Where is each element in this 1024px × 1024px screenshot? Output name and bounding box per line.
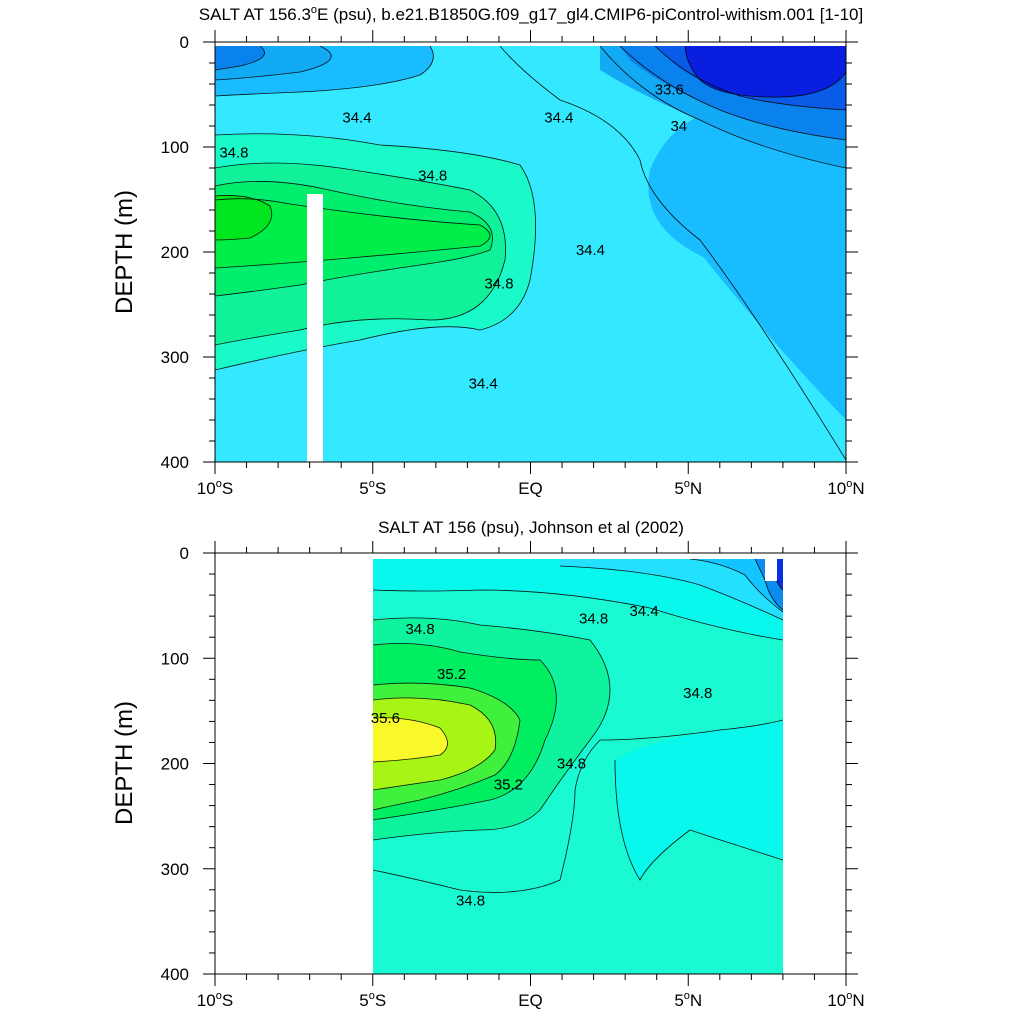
contour-label: 34.4 bbox=[342, 110, 371, 127]
bottom-contour-field bbox=[373, 559, 783, 974]
top-y-tick-label: 400 bbox=[161, 453, 189, 472]
contour-label: 34.8 bbox=[579, 610, 608, 627]
bottom-panel-title: SALT AT 156 (psu), Johnson et al (2002) bbox=[378, 518, 684, 537]
bottom-x-tick-label: 10oN bbox=[827, 990, 864, 1010]
top-y-tick-label: 100 bbox=[161, 138, 189, 157]
contour-label: 35.6 bbox=[371, 710, 400, 727]
contour-label: 34 bbox=[670, 118, 687, 135]
top-x-tick-label: 10oN bbox=[827, 478, 864, 498]
bottom-masked-region bbox=[765, 559, 777, 581]
contour-label: 35.2 bbox=[494, 777, 523, 794]
contour-label: 34.8 bbox=[418, 167, 447, 184]
top-x-tick-label: EQ bbox=[518, 479, 543, 498]
top-axes: 0 100 200 300 400 10oS 5oS EQ 5oN 10oN bbox=[161, 30, 865, 498]
contour-label: 34.8 bbox=[456, 892, 485, 909]
bottom-x-tick-label: EQ bbox=[518, 991, 543, 1010]
bottom-y-tick-label: 100 bbox=[161, 649, 189, 668]
top-contour-labels: 33.6 34 34.4 34.4 34.4 34.4 34.8 34.8 34.8 bbox=[219, 81, 687, 392]
top-y-tick-label: 0 bbox=[180, 33, 189, 52]
top-y-tick-label: 200 bbox=[161, 243, 189, 262]
bottom-x-tick-label: 5oN bbox=[674, 990, 702, 1010]
top-contour-field bbox=[215, 46, 846, 462]
top-x-tick-label: 5oS bbox=[359, 478, 386, 498]
contour-label: 34.4 bbox=[469, 375, 498, 392]
bottom-y-tick-label: 300 bbox=[161, 860, 189, 879]
bottom-x-tick-label: 10oS bbox=[197, 990, 233, 1010]
contour-label: 35.2 bbox=[437, 666, 466, 683]
top-x-tick-label: 10oS bbox=[197, 478, 233, 498]
contour-label: 34.4 bbox=[629, 603, 658, 620]
contour-label: 34.4 bbox=[576, 242, 605, 259]
contour-label: 34.8 bbox=[405, 621, 434, 638]
contour-label: 34.8 bbox=[557, 756, 586, 773]
top-y-axis-label: DEPTH (m) bbox=[111, 190, 138, 314]
contour-label: 34.4 bbox=[544, 110, 573, 127]
top-panel-title: SALT AT 156.3oE (psu), b.e21.B1850G.f09_… bbox=[199, 4, 863, 24]
top-x-tick-label: 5oN bbox=[674, 478, 702, 498]
bottom-y-axis-label: DEPTH (m) bbox=[111, 701, 138, 825]
bottom-x-tick-label: 5oS bbox=[359, 990, 386, 1010]
bottom-axes: 0 100 200 300 400 10oS 5oS EQ 5oN 10oN bbox=[161, 541, 865, 1010]
contour-label: 34.8 bbox=[484, 276, 513, 293]
contour-label: 34.8 bbox=[219, 144, 248, 161]
bottom-y-tick-label: 0 bbox=[180, 544, 189, 563]
top-masked-region bbox=[307, 194, 323, 462]
contour-label: 33.6 bbox=[655, 81, 684, 98]
bottom-contour-labels: 34.4 34.8 34.8 34.8 34.8 34.8 35.2 35.2 35.6 bbox=[371, 603, 713, 909]
bottom-y-tick-label: 400 bbox=[161, 965, 189, 984]
top-y-tick-label: 300 bbox=[161, 348, 189, 367]
contour-label: 34.8 bbox=[683, 685, 712, 702]
bottom-y-tick-label: 200 bbox=[161, 755, 189, 774]
